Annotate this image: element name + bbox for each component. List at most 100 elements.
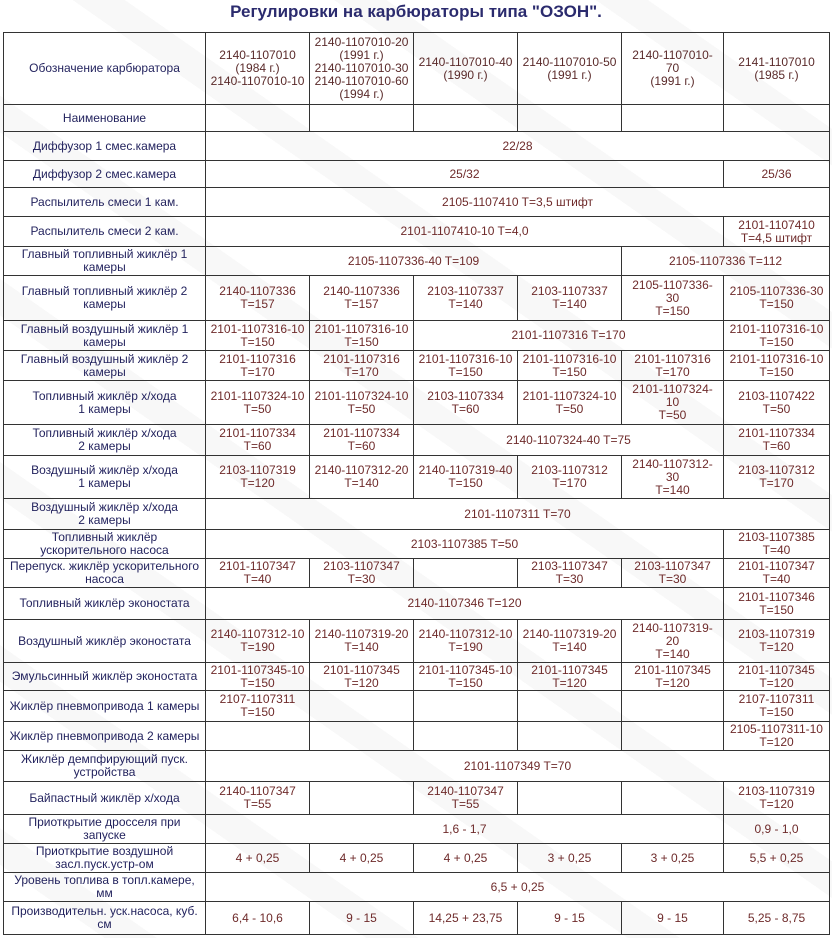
value-cell: 2105-1107336- 30 T=150: [621, 275, 724, 321]
carburetor-settings-table: Обозначение карбюратора 2140-1107010 (19…: [3, 32, 830, 935]
value-cell: 4 + 0,25: [309, 843, 414, 873]
value-cell: 3 + 0,25: [517, 843, 622, 873]
header-model-cell: 2140-1107010- 70 (1991 г.): [621, 32, 724, 105]
value-cell: 2103-1107319 T=120: [205, 455, 310, 499]
header-model-cell: 2140-1107010-40 (1990 г.): [413, 32, 518, 105]
value-cell: 2140-1107319-20 T=140: [309, 619, 414, 663]
value-cell: 9 - 15: [309, 901, 414, 935]
header-model-cell: 2140-1107010 (1984 г.) 2140-1107010-10: [205, 32, 310, 105]
value-cell: 2103-1107385 T=50: [205, 529, 724, 559]
row-label: Жиклёр пневмопривода 2 камеры: [3, 721, 206, 751]
table-row: Диффузор 1 смес.камера 22/28: [3, 131, 830, 161]
row-label: Топливный жиклёр х/хода 2 камеры: [3, 424, 206, 456]
row-label: Главный воздушный жиклёр 1 камеры: [3, 320, 206, 351]
table-row: Приоткрытие дросселя при запуске 1,6 - 1,…: [3, 814, 830, 844]
value-cell: 2140-1107324-40 T=75: [413, 424, 724, 456]
value-cell: 2101-1107334 T=60: [723, 424, 830, 456]
table-row: Топливный жиклёр х/хода 1 камеры 2101-110…: [3, 380, 830, 425]
value-cell: 2101-1107410 T=4,5 штифт: [723, 216, 830, 247]
row-label: Топливный жиклёр ускорительного насоса: [3, 529, 206, 559]
table-row: Топливный жиклёр ускорительного насоса 21…: [3, 529, 830, 559]
value-cell: 2140-1107346 T=120: [205, 587, 724, 620]
value-cell: 2103-1107337 T=140: [413, 275, 518, 321]
row-label: Главный воздушный жиклёр 2 камеры: [3, 350, 206, 381]
value-cell: [205, 721, 310, 751]
value-cell: 2101-1107347 T=40: [723, 558, 830, 588]
value-cell: 25/36: [723, 160, 830, 188]
table-row: Главный топливный жиклёр 1 камеры 2105-11…: [3, 246, 830, 276]
row-label: Главный топливный жиклёр 2 камеры: [3, 275, 206, 321]
page-title: Регулировки на карбюраторы типа "ОЗОН".: [230, 2, 602, 21]
value-cell: 4 + 0,25: [205, 843, 310, 873]
row-label: Приоткрытие воздушной засл.пуск.устр-ом: [3, 843, 206, 873]
value-cell: 2101-1107316-10 T=150: [723, 320, 830, 351]
value-cell: 4 + 0,25: [413, 843, 518, 873]
value-cell: 2103-1107312 T=170: [517, 455, 622, 499]
value-cell: 2101-1107316 T=170: [309, 350, 414, 381]
table-row: Воздушный жиклёр эконостата 2140-1107312-…: [3, 619, 830, 663]
value-cell: 2101-1107324-10 T=50: [517, 380, 622, 425]
value-cell: 2101-1107334 T=60: [205, 424, 310, 456]
value-cell: 2101-1107334 T=60: [309, 424, 414, 456]
value-cell: 2103-1107347 T=30: [517, 558, 622, 588]
row-label: Жиклёр пневмопривода 1 камеры: [3, 690, 206, 722]
value-cell: 2105-1107336-40 T=109: [205, 246, 622, 276]
table-row: Жиклёр демпфирующий пуск. устройства 2101…: [3, 750, 830, 782]
table-row: Диффузор 2 смес.камера 25/32 25/36: [3, 160, 830, 188]
value-cell: 5,5 + 0,25: [723, 843, 830, 873]
value-cell: 2107-1107311 T=150: [723, 690, 830, 722]
value-cell: 2103-1107347 T=30: [621, 558, 724, 588]
row-label: Байпастный жиклёр х/хода: [3, 781, 206, 815]
value-cell: [723, 104, 830, 132]
value-cell: 2101-1107324-10 T=50: [309, 380, 414, 425]
value-cell: [413, 690, 518, 722]
value-cell: 2101-1107316-10 T=150: [517, 350, 622, 381]
value-cell: 9 - 15: [621, 901, 724, 935]
value-cell: 2101-1107316-10 T=150: [309, 320, 414, 351]
header-row: Обозначение карбюратора 2140-1107010 (19…: [3, 32, 830, 105]
value-cell: [621, 690, 724, 722]
row-label: Распылитель смеси 1 кам.: [3, 187, 206, 217]
row-label: Главный топливный жиклёр 1 камеры: [3, 246, 206, 276]
value-cell: 2140-1107312- 30 T=140: [621, 455, 724, 499]
value-cell: 2103-1107422 T=50: [723, 380, 830, 425]
value-cell: 2101-1107316 T=170: [413, 320, 724, 351]
value-cell: [413, 721, 518, 751]
value-cell: 6,5 + 0,25: [205, 872, 830, 902]
value-cell: 2140-1107312-20 T=140: [309, 455, 414, 499]
row-label: Распылитель смеси 2 кам.: [3, 216, 206, 247]
table-row: Байпастный жиклёр х/хода 2140-1107347 T=5…: [3, 781, 830, 815]
table-row: Главный топливный жиклёр 2 камеры 2140-11…: [3, 275, 830, 321]
header-model-cell: 2141-1107010 (1985 г.): [723, 32, 830, 105]
value-cell: 2140-1107319- 20 T=140: [621, 619, 724, 663]
value-cell: 3 + 0,25: [621, 843, 724, 873]
value-cell: [621, 781, 724, 815]
value-cell: 22/28: [205, 131, 830, 161]
row-label: Топливный жиклёр эконостата: [3, 587, 206, 620]
value-cell: 2105-1107336 T=112: [621, 246, 830, 276]
table-row: Наименование: [3, 104, 830, 132]
value-cell: 2103-1107337 T=140: [517, 275, 622, 321]
value-cell: [413, 104, 518, 132]
value-cell: 6,4 - 10,6: [205, 901, 310, 935]
value-cell: 2101-1107345-10 T=150: [205, 662, 310, 691]
value-cell: 2101-1107324- 10 T=50: [621, 380, 724, 425]
table-row: Распылитель смеси 1 кам. 2105-1107410 T=3…: [3, 187, 830, 217]
value-cell: 2105-1107336-30 T=150: [723, 275, 830, 321]
value-cell: 2105-1107410 T=3,5 штифт: [205, 187, 830, 217]
value-cell: [309, 690, 414, 722]
value-cell: [309, 721, 414, 751]
value-cell: 2101-1107316-10 T=150: [205, 320, 310, 351]
value-cell: 2101-1107311 T=70: [205, 498, 830, 530]
value-cell: 2101-1107345 T=120: [517, 662, 622, 691]
value-cell: 2101-1107316 T=170: [205, 350, 310, 381]
value-cell: 1,6 - 1,7: [205, 814, 724, 844]
table-row: Главный воздушный жиклёр 1 камеры 2101-11…: [3, 320, 830, 351]
value-cell: 2101-1107316-10 T=150: [413, 350, 518, 381]
value-cell: [413, 558, 518, 588]
value-cell: 2101-1107324-10 T=50: [205, 380, 310, 425]
value-cell: 2140-1107336 T=157: [309, 275, 414, 321]
header-model-cell: 2140-1107010-20 (1991 г.) 2140-1107010-3…: [309, 32, 414, 105]
value-cell: 2101-1107346 T=150: [723, 587, 830, 620]
value-cell: 2101-1107345 T=120: [723, 662, 830, 691]
